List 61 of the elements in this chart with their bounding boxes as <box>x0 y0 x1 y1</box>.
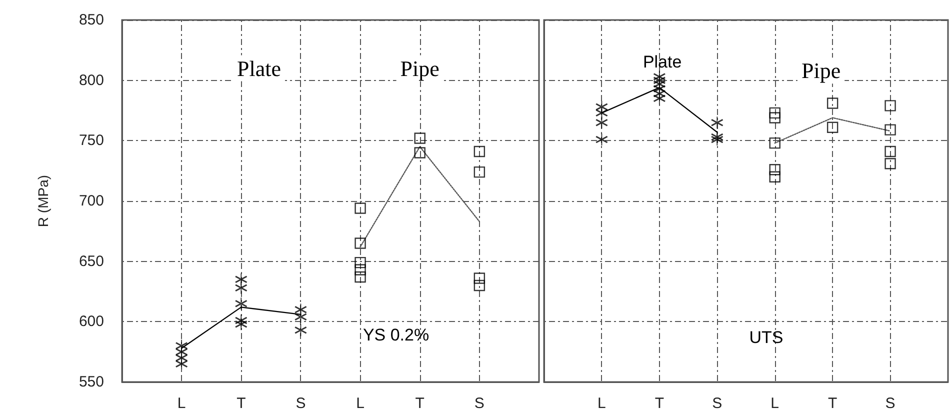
y-tick-label: 750 <box>78 132 104 150</box>
point <box>235 298 248 310</box>
y-tick-label: 600 <box>78 313 104 330</box>
point <box>235 273 248 286</box>
point <box>826 98 838 109</box>
point <box>414 132 426 144</box>
point <box>884 124 896 136</box>
x-tick-label: S <box>296 395 306 412</box>
annotation: Plate <box>237 56 282 81</box>
y-axis-title: R (MPa) <box>35 174 51 228</box>
x-tick-label: T <box>828 395 838 412</box>
annotation: Pipe <box>801 58 841 84</box>
x-tick-label: L <box>770 395 780 412</box>
x-tick-label: S <box>712 395 722 412</box>
x-tick-label: L <box>177 395 186 412</box>
y-tick-label: 550 <box>78 374 104 390</box>
x-tick-label: S <box>474 395 484 412</box>
point <box>354 238 366 249</box>
point <box>769 137 780 149</box>
point <box>596 106 608 119</box>
point <box>474 166 486 178</box>
point <box>596 133 608 146</box>
annotation: UTS <box>749 328 784 347</box>
point <box>884 146 896 158</box>
x-tick-label: T <box>236 395 246 412</box>
annotation: YS 0.2% <box>362 325 430 344</box>
annotation: Pipe <box>400 56 440 81</box>
point <box>235 282 248 294</box>
point <box>354 256 366 268</box>
point <box>884 158 896 170</box>
x-tick-label: L <box>598 395 606 412</box>
point <box>354 264 366 276</box>
point <box>235 318 248 330</box>
point <box>294 304 307 316</box>
point <box>294 324 307 336</box>
point <box>826 122 838 133</box>
y-tick-label: 650 <box>78 252 104 270</box>
point <box>354 271 366 283</box>
point <box>769 164 780 176</box>
y-tick-label: 700 <box>78 192 104 210</box>
point <box>884 100 896 112</box>
point <box>769 112 780 124</box>
point <box>769 171 780 182</box>
point <box>653 92 666 104</box>
x-tick-label: L <box>356 395 364 412</box>
x-tick-label: S <box>885 395 896 412</box>
point <box>769 107 780 119</box>
x-tick-label: T <box>654 395 664 412</box>
y-tick-label: 850 <box>78 12 104 28</box>
annotation: Plate <box>642 52 682 72</box>
point <box>596 116 608 129</box>
point <box>354 202 366 214</box>
point <box>474 280 486 292</box>
point <box>474 146 486 158</box>
y-tick-label: 800 <box>78 72 104 89</box>
point <box>414 147 426 158</box>
x-tick-label: T <box>415 395 424 412</box>
point <box>294 310 307 323</box>
point <box>176 358 188 370</box>
point <box>711 116 724 129</box>
point <box>474 272 486 284</box>
